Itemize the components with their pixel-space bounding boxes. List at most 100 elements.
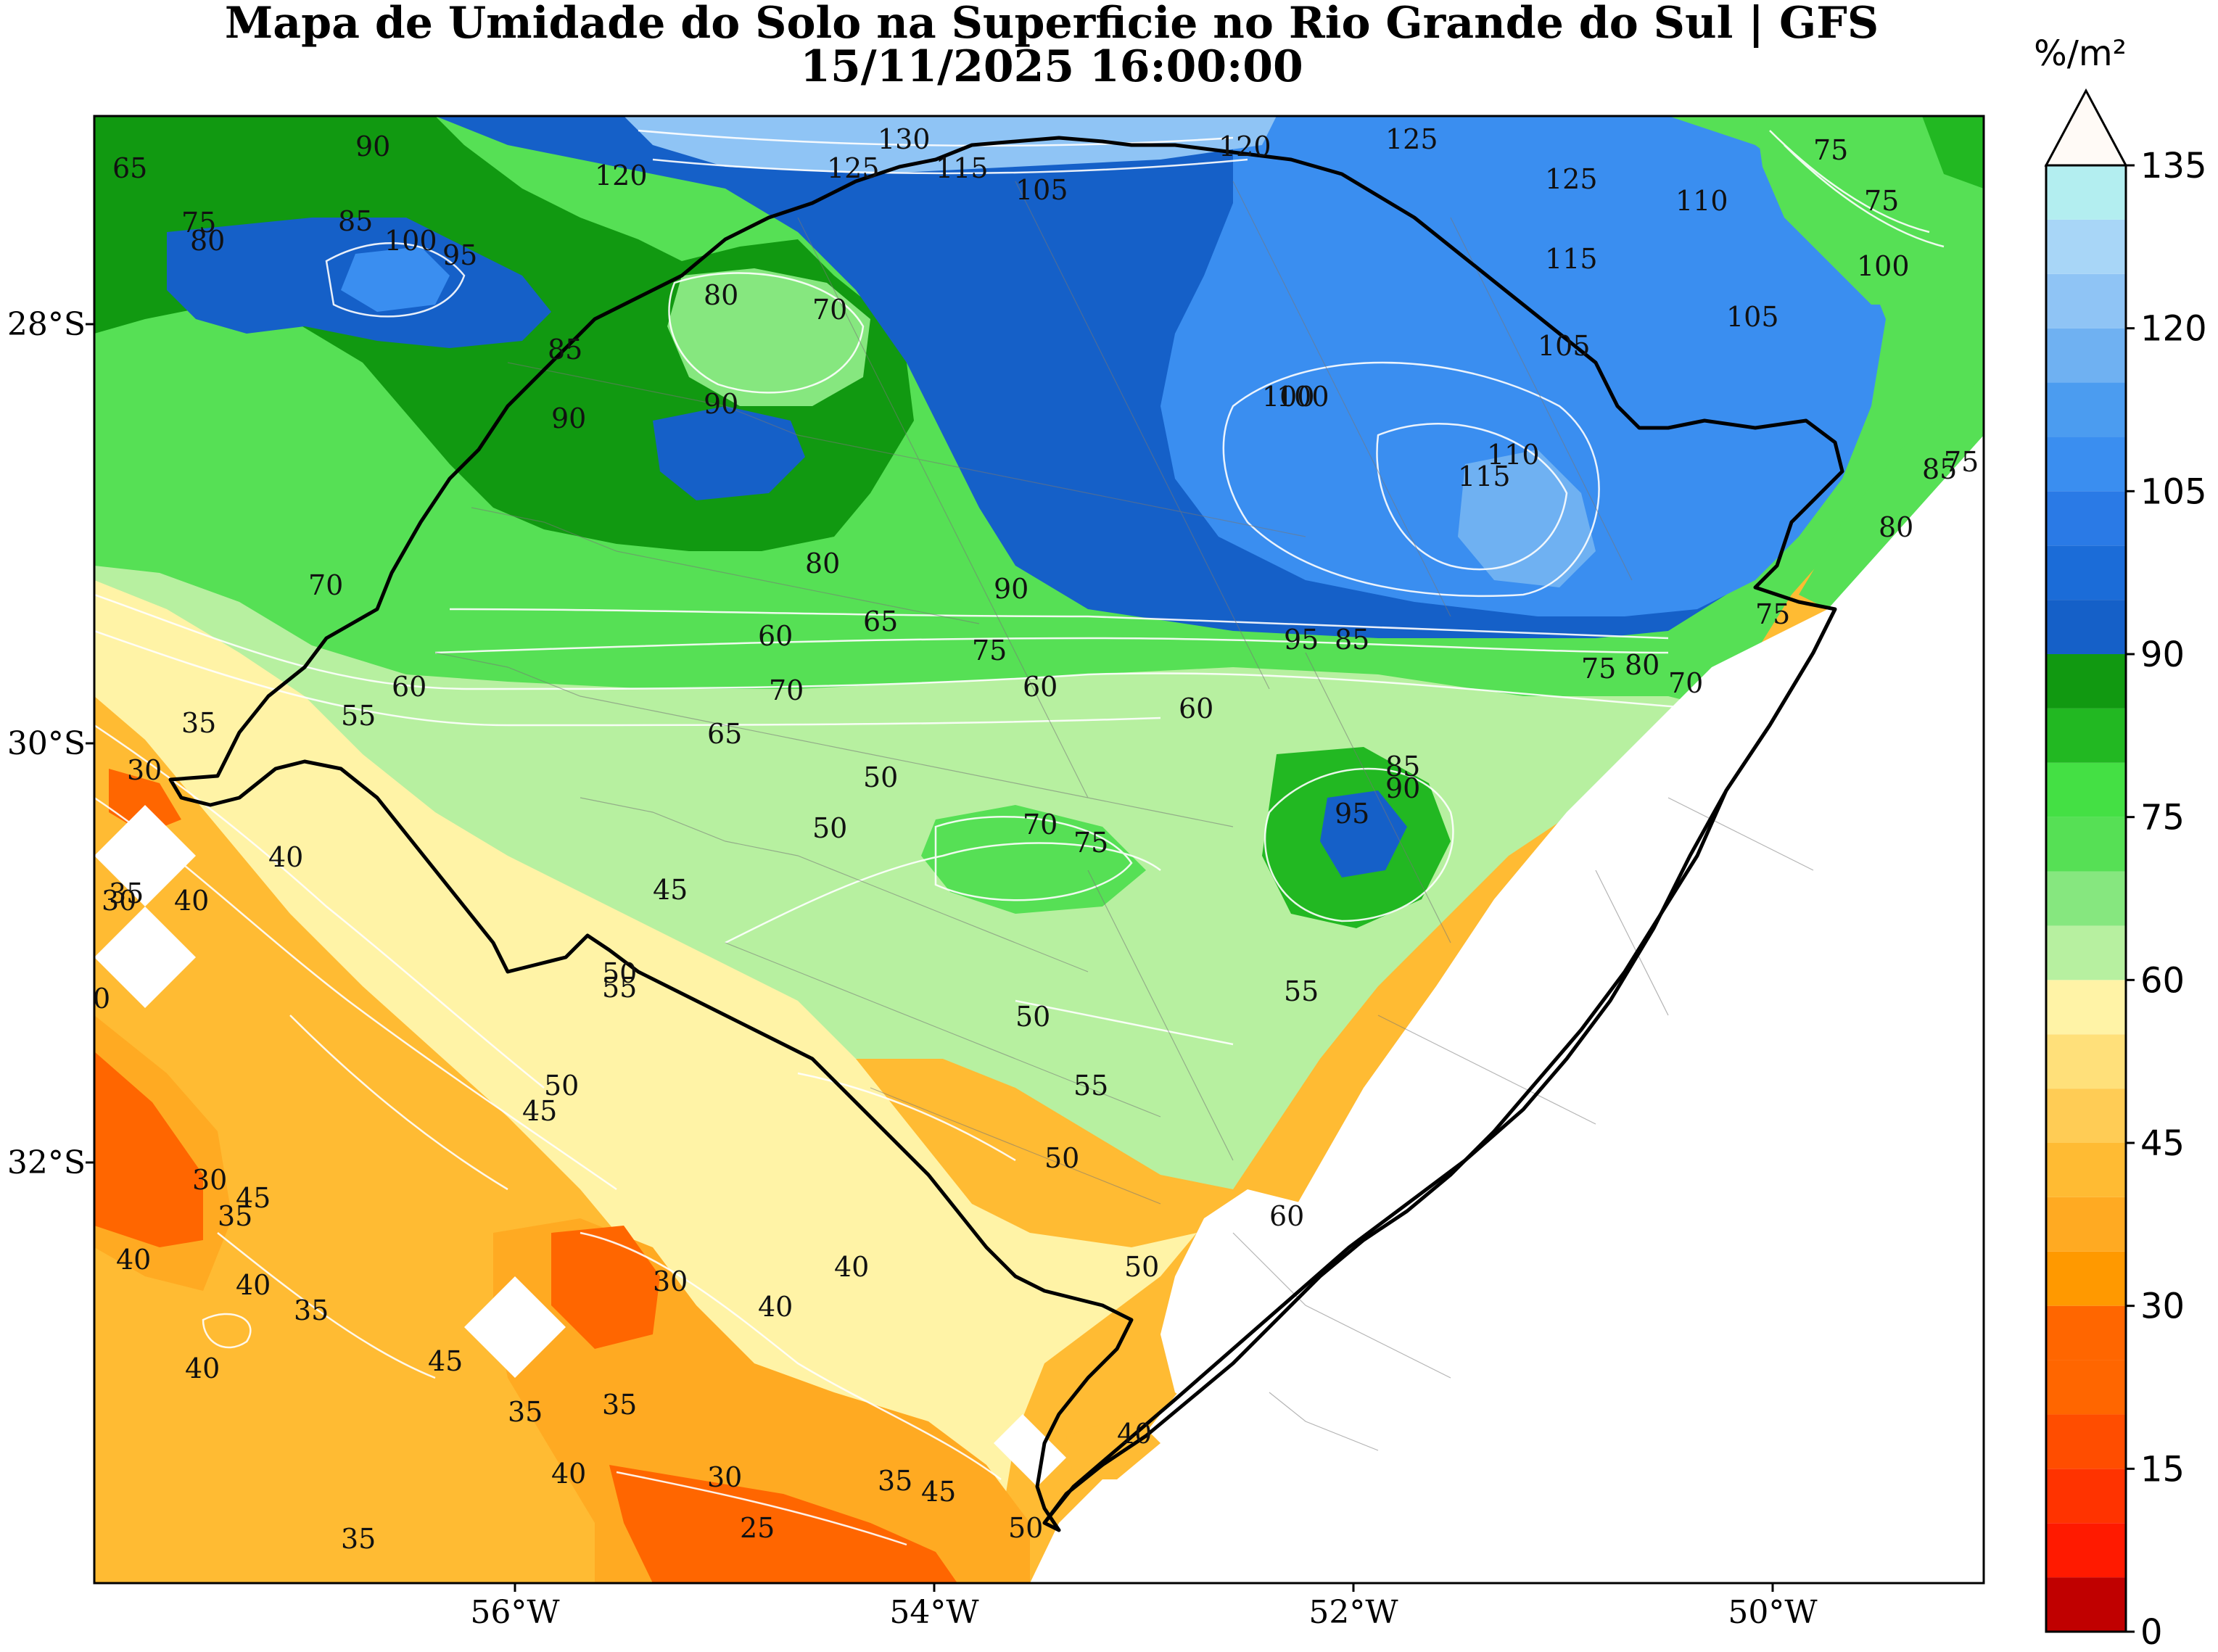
contour-label: 70 xyxy=(1023,809,1058,841)
contour-label: 65 xyxy=(112,152,147,184)
contour-label: 70 xyxy=(769,674,804,706)
colorbar-band xyxy=(2046,1305,2126,1360)
colorbar-band xyxy=(2046,871,2126,926)
region-20-30-west xyxy=(94,1052,203,1247)
lon-axis: 56°W 54°W 52°W 50°W xyxy=(470,1583,1818,1631)
colorbar-tick-label: 45 xyxy=(2140,1123,2185,1164)
contour-label: 50 xyxy=(1044,1142,1079,1174)
colorbar-band xyxy=(2046,491,2126,546)
colorbar-band xyxy=(2046,545,2126,600)
contour-label: 70 xyxy=(812,294,847,326)
mask-diamond-1 xyxy=(94,805,196,906)
colorbar-bands xyxy=(2046,165,2126,1632)
contour-label: 50 xyxy=(863,761,898,793)
contour-label: 120 xyxy=(1219,131,1271,162)
colorbar-extend-arrow xyxy=(2044,88,2128,167)
lat-axis: 28°S 30°S 32°S xyxy=(7,306,94,1181)
contour-label: 90 xyxy=(355,131,390,162)
contour-label: 115 xyxy=(936,152,989,184)
contour-label: 60 xyxy=(392,671,426,703)
colorbar-tick-label: 135 xyxy=(2140,146,2207,186)
contour-label: 85 xyxy=(548,334,582,365)
contour-label: 65 xyxy=(863,606,898,637)
contour-label: 90 xyxy=(704,388,738,420)
colorbar-band xyxy=(2046,925,2126,980)
contour-label: 100 xyxy=(1277,381,1329,413)
colorbar-tick-label: 90 xyxy=(2140,635,2185,675)
colorbar-band xyxy=(2046,1360,2126,1415)
region-30-west-small xyxy=(109,769,181,834)
colorbar-frame xyxy=(2045,164,2127,1633)
contour-label: 80 xyxy=(1879,511,1913,543)
contour-label: 125 xyxy=(1385,123,1438,155)
colorbar-band xyxy=(2046,654,2126,709)
contour-label: 90 xyxy=(1385,772,1420,804)
map-title: Mapa de Umidade do Solo na Superficie no… xyxy=(224,0,1879,49)
contour-label: 45 xyxy=(236,1182,271,1214)
contour-lines xyxy=(94,129,1945,1546)
contour-label: 50 xyxy=(602,957,637,989)
contour-label: 125 xyxy=(827,152,880,184)
mask-diamond-3 xyxy=(464,1276,566,1378)
contour-label: 35 xyxy=(878,1465,912,1497)
contour-label: 105 xyxy=(1538,330,1591,362)
contour-label: 70 xyxy=(1668,667,1703,699)
contour-label: 55 xyxy=(1284,975,1319,1007)
contour-label: 40 xyxy=(551,1458,586,1490)
region-110-120-northeast xyxy=(1160,116,1886,616)
contour-label: 75 xyxy=(1073,827,1108,859)
contour-label: 130 xyxy=(878,123,931,155)
colorbar-band xyxy=(2046,1089,2126,1143)
contour-label: 65 xyxy=(707,718,742,750)
contour-label: 60 xyxy=(1179,693,1213,724)
contour-label: 75 xyxy=(1864,185,1899,217)
colorbar-unit: %/m² xyxy=(2034,33,2127,74)
contour-label: 75 xyxy=(1581,653,1616,685)
map-frame xyxy=(93,115,1985,1585)
contour-label: 40 xyxy=(185,1352,220,1384)
contour-label: 85 xyxy=(1922,453,1957,485)
colorbar-tick-label: 105 xyxy=(2140,471,2207,512)
lat-label: 28°S xyxy=(7,306,86,343)
contour-label: 85 xyxy=(338,205,373,237)
colorbar-tick-label: 60 xyxy=(2140,960,2185,1001)
region-20-30-south-2 xyxy=(609,1465,957,1583)
contour-label: 50 xyxy=(1124,1251,1159,1283)
contour-label: 95 xyxy=(1284,624,1319,656)
contour-label: 80 xyxy=(190,225,225,257)
mask-diamond-4 xyxy=(994,1414,1066,1487)
region-45-55 xyxy=(94,580,1197,1583)
colorbar-band xyxy=(2046,437,2126,492)
contour-label: 40 xyxy=(116,1244,151,1276)
colorbar-band xyxy=(2046,1034,2126,1089)
contour-label: 35 xyxy=(508,1396,543,1428)
colorbar-band xyxy=(2046,1523,2126,1578)
colorbar-band xyxy=(2046,980,2126,1035)
contour-label: 25 xyxy=(740,1512,775,1544)
lon-label: 56°W xyxy=(470,1594,560,1631)
region-75-90-ne xyxy=(1755,116,1984,305)
colorbar-band xyxy=(2046,1251,2126,1306)
colorbar-band xyxy=(2046,817,2126,872)
contour-label: 50 xyxy=(1008,1512,1043,1544)
contour-label: 30 xyxy=(127,754,162,786)
contour-label: 40 xyxy=(174,885,209,917)
contour-label: 60 xyxy=(1023,671,1058,703)
contour-label: 35 xyxy=(341,1523,376,1555)
contour-label: 40 xyxy=(758,1291,793,1323)
contour-label: 35 xyxy=(602,1389,637,1421)
coastline xyxy=(1043,608,1837,1524)
contour-label: 110 xyxy=(1487,439,1540,471)
colorbar-band xyxy=(2046,1143,2126,1197)
colorbar-tick-label: 0 xyxy=(2140,1612,2163,1652)
colorbar-tick-label: 30 xyxy=(2140,1287,2185,1327)
contour-label: 60 xyxy=(1269,1200,1304,1232)
contour-label: 90 xyxy=(551,402,586,434)
map-datetime: 15/11/2025 16:00:00 xyxy=(800,41,1303,92)
colorbar-band xyxy=(2046,1414,2126,1469)
contour-label: 45 xyxy=(428,1345,463,1377)
colorbar-band xyxy=(2046,273,2126,329)
lon-label: 52°W xyxy=(1308,1594,1398,1631)
region-105-115-nw-core xyxy=(341,247,450,312)
region-65-75-nw-bubble xyxy=(667,268,870,406)
